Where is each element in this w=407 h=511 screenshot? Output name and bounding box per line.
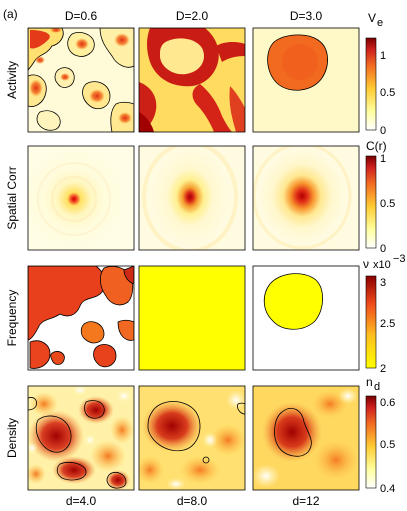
colorbar-activity: V e 1 0.5 0 — [365, 11, 395, 137]
colorbar-frequency-symbol: ν — [363, 257, 369, 271]
density-panel-2-frame — [138, 385, 246, 491]
colorbar-activity-tick-3: 0 — [380, 125, 386, 137]
column-title-2: D=2.0 — [176, 9, 209, 23]
colorbar-density-tick-1: 0.6 — [380, 397, 395, 409]
colorbar-frequency: ν x10 −3 3 2.5 2 — [363, 253, 406, 375]
colorbar-frequency-exponent-power: −3 — [393, 253, 406, 265]
colorbar-corr: C(r) 1 0.5 0 — [365, 139, 395, 255]
colorbar-frequency-tick-2: 2.5 — [380, 318, 395, 330]
colorbar-corr-tick-2: 0.5 — [380, 198, 395, 210]
colorbar-frequency-tick-3: 2 — [380, 363, 386, 375]
colorbar-activity-tick-1: 1 — [380, 50, 386, 62]
row-label-spatial-corr: Spatial Corr — [5, 166, 19, 229]
bottom-label-1: d=4.0 — [66, 494, 97, 508]
colorbar-corr-tick-3: 0 — [380, 243, 386, 255]
colorbar-corr-tick-1: 1 — [380, 153, 386, 165]
column-title-1: D=0.6 — [65, 9, 98, 23]
freq-panel-1-frame — [27, 265, 135, 371]
activity-panel-2 — [139, 28, 245, 132]
freq-panel-3 — [253, 266, 359, 370]
column-title-3: D=3.0 — [290, 9, 323, 23]
freq-panel-2 — [139, 266, 245, 370]
row-label-activity: Activity — [5, 61, 19, 99]
corr-panel-3-frame — [252, 145, 360, 251]
bottom-label-2: d=8.0 — [177, 494, 208, 508]
colorbar-density-tick-2: 0.5 — [380, 439, 395, 451]
activity-panel-2-frame — [138, 27, 246, 133]
density-panel-1 — [28, 386, 134, 490]
density-panel-2 — [139, 386, 245, 490]
corr-panel-2 — [139, 146, 245, 250]
corr-panel-3 — [253, 146, 359, 250]
colorbar-density-symbol: n — [366, 375, 373, 389]
activity-panel-1 — [28, 28, 134, 132]
corr-panel-1 — [28, 146, 134, 250]
colorbar-corr-symbol: C(r) — [366, 139, 387, 153]
corr-panel-1-frame — [27, 145, 135, 251]
colorbar-frequency-tick-1: 3 — [380, 277, 386, 289]
colorbar-activity-tick-2: 0.5 — [380, 87, 395, 99]
freq-panel-2-frame — [138, 265, 246, 371]
colorbar-density-sub: d — [374, 381, 380, 393]
density-panel-3 — [253, 386, 359, 490]
row-label-density: Density — [5, 418, 19, 458]
freq-panel-1 — [28, 266, 134, 370]
colorbar-activity-sub: e — [377, 17, 383, 29]
colorbar-density: n d 0.6 0.5 0.4 — [365, 375, 395, 495]
activity-panel-1-frame — [27, 27, 135, 133]
bottom-label-3: d=12 — [292, 494, 319, 508]
activity-panel-3 — [253, 28, 359, 132]
colorbar-density-tick-3: 0.4 — [380, 483, 395, 495]
density-panel-3-frame — [252, 385, 360, 491]
colorbar-activity-symbol: V — [368, 11, 376, 25]
activity-panel-3-frame — [252, 27, 360, 133]
row-label-frequency: Frequency — [5, 290, 19, 347]
corr-panel-2-frame — [138, 145, 246, 251]
colorbar-frequency-exponent-label: x10 — [373, 259, 391, 271]
density-panel-1-frame — [27, 385, 135, 491]
freq-panel-3-frame — [252, 265, 360, 371]
panel-label: (a) — [3, 7, 18, 21]
